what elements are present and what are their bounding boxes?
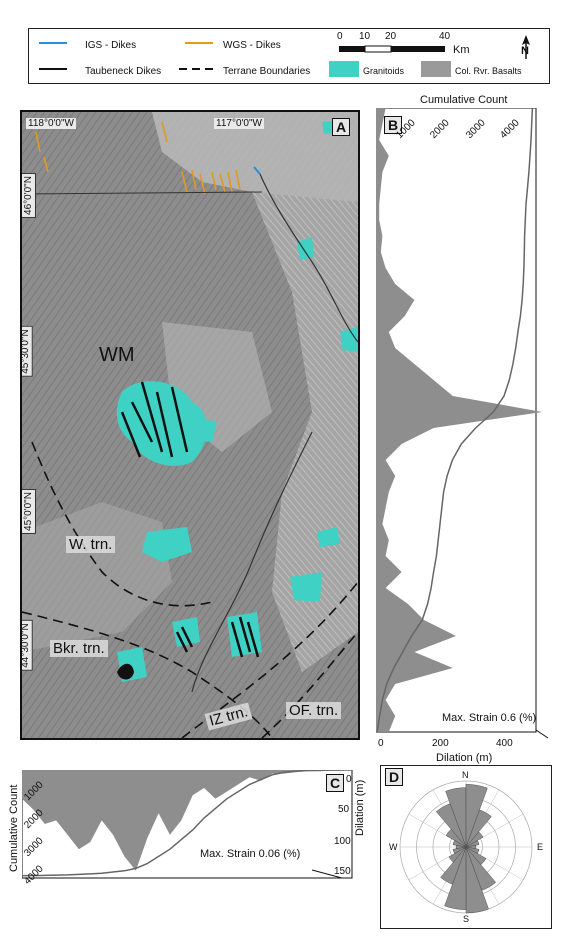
panel-c-cumulative-line [22, 770, 352, 877]
rose-diagram [399, 780, 533, 914]
lat-label-45-30n: 45°30'0"N [22, 326, 33, 377]
lon-label-117w: 117°0'0"W [214, 118, 264, 129]
panel-b-chart [376, 108, 549, 739]
legend-wgs-label: WGS - Dikes [223, 40, 281, 51]
igs-dikes-swatch [39, 42, 67, 44]
panel-c-chart [22, 770, 353, 879]
taubeneck-dike-cluster [120, 381, 189, 458]
panel-c-right-tick-50: 50 [338, 804, 350, 815]
region-baker-terrane: Bkr. trn. [50, 640, 108, 657]
scale-bar [339, 45, 445, 53]
taubeneck-dikes-swatch [39, 68, 67, 70]
legend-igs-label: IGS - Dikes [85, 40, 137, 51]
terrane-boundary-1 [31, 441, 213, 607]
panel-b-cumulative-line [376, 108, 534, 733]
panel-a-letter: A [332, 118, 351, 136]
panel-b-strain-arrow [535, 729, 549, 739]
region-wm: WM [99, 344, 135, 366]
legend-basalts-label: Col. Rvr. Basalts [455, 66, 522, 76]
scale-tick-0: 0 [337, 31, 343, 42]
panel-b-top-axis-title: Cumulative Count [420, 94, 508, 106]
panel-b-bottom-tick-200: 200 [432, 738, 449, 749]
panel-c-right-tick-100: 100 [334, 836, 351, 847]
panel-c-annotation: Max. Strain 0.06 (%) [200, 848, 301, 860]
basalts-swatch [421, 61, 451, 77]
region-of-terrane: OF. trn. [286, 702, 342, 719]
scale-unit: Km [453, 44, 470, 56]
panel-c-letter: C [326, 774, 345, 792]
panel-b-letter: B [384, 116, 403, 134]
rose-west-label: W [389, 842, 398, 852]
legend-taubeneck-label: Taubeneck Dikes [85, 66, 162, 77]
panel-b-bottom-tick-0: 0 [378, 738, 384, 749]
legend-granitoids-label: Granitoids [363, 66, 405, 76]
scale-tick-20: 20 [385, 31, 397, 42]
terrane-boundary-swatch [179, 68, 213, 70]
lat-label-44-30n: 44°30'0"N [22, 620, 33, 671]
lat-label-45n: 45°0'0"N [22, 489, 36, 534]
panel-c-left-axis-title: Cumulative Count [8, 784, 20, 872]
panel-b-dilation-area [376, 108, 543, 732]
map-legend: IGS - Dikes WGS - Dikes Taubeneck Dikes … [28, 28, 550, 84]
panel-d-rose: D N E S W [380, 765, 552, 929]
lon-label-118w: 118°0'0"W [26, 118, 76, 129]
map-terrain [22, 112, 358, 738]
panel-b-bottom-axis-title: Dilation (m) [436, 752, 493, 764]
panel-c-right-tick-0: 0 [346, 774, 352, 785]
rose-east-label: E [537, 842, 544, 852]
scale-tick-10: 10 [359, 31, 371, 42]
rose-petals [435, 784, 497, 914]
north-label: N [521, 45, 529, 57]
rose-north-label: N [462, 770, 469, 780]
panel-c-strain-arrow [311, 869, 343, 879]
panel-c-right-axis-title: Dilation (m) [354, 779, 366, 836]
panel-c-dilation-area [22, 770, 352, 871]
panel-a-map: A 118°0'0"W 117°0'0"W 46°0'0"N 45°30'0"N… [20, 110, 360, 740]
panel-b-bottom-tick-400: 400 [496, 738, 513, 749]
lat-label-46n: 46°0'0"N [22, 173, 36, 218]
panel-c-right-tick-150: 150 [334, 866, 351, 877]
legend-terrane-label: Terrane Boundaries [223, 66, 311, 77]
rose-south-label: S [463, 914, 470, 924]
panel-b-annotation: Max. Strain 0.6 (%) [442, 712, 537, 724]
panel-d-letter: D [385, 768, 404, 786]
scale-tick-40: 40 [439, 31, 451, 42]
north-arrow-icon [522, 35, 530, 59]
region-w-terrane: W. trn. [66, 536, 116, 553]
granitoids-swatch [329, 61, 359, 77]
wgs-dikes-swatch [185, 42, 213, 44]
